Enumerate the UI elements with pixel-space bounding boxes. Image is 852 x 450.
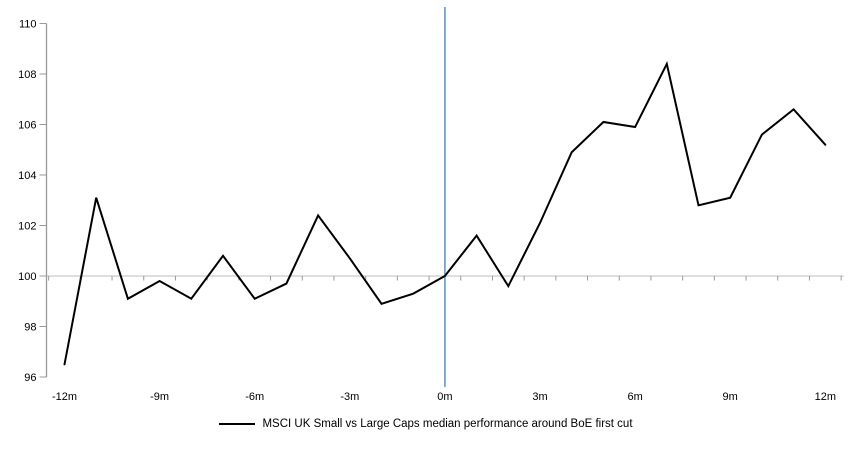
y-axis-tick-label: 104 [18, 170, 36, 182]
y-axis-tick-label: 108 [18, 69, 36, 81]
legend-label: MSCI UK Small vs Large Caps median perfo… [262, 418, 633, 430]
x-axis-tick-label: 12m [815, 391, 836, 403]
y-axis-tick-label: 96 [24, 372, 36, 384]
y-axis-tick-label: 106 [18, 120, 36, 132]
x-axis-tick-label: 3m [532, 391, 547, 403]
x-axis-tick-label: -12m [52, 391, 77, 403]
chart-legend: MSCI UK Small vs Large Caps median perfo… [0, 418, 852, 430]
series-line [63, 60, 827, 366]
y-axis-tick-label: 110 [19, 19, 37, 31]
x-axis-tick-label: 0m [437, 391, 452, 403]
y-axis-tick-label: 102 [18, 221, 36, 233]
y-axis-tick-label: 100 [18, 271, 36, 283]
x-axis-tick-label: -3m [340, 391, 359, 403]
x-axis-tick-label: 9m [723, 391, 738, 403]
x-axis-tick-label: -9m [150, 391, 169, 403]
x-axis-tick-label: 6m [627, 391, 642, 403]
x-axis-tick-label: -6m [245, 391, 264, 403]
y-axis-tick-label: 98 [24, 322, 36, 334]
legend-line-swatch [219, 423, 256, 425]
